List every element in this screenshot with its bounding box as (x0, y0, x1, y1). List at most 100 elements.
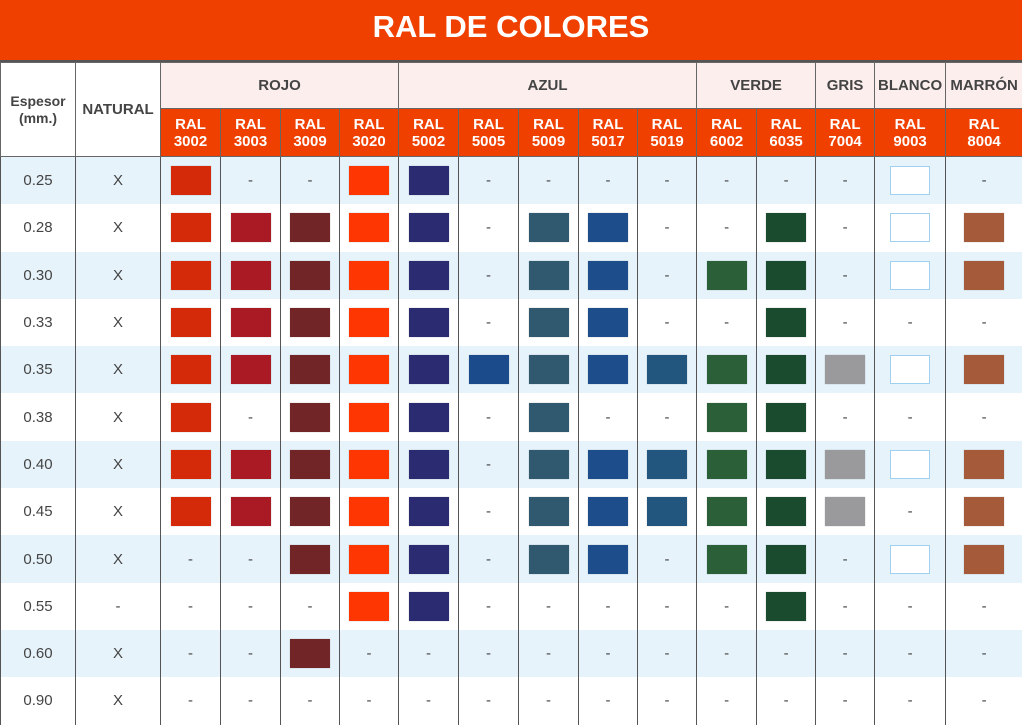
color-swatch-ral-3020 (349, 592, 389, 621)
color-swatch-ral-8004 (964, 450, 1004, 479)
color-swatch-ral-3020 (349, 308, 389, 337)
color-swatch-ral-5005 (469, 355, 509, 384)
unavailable-cell: - (946, 299, 1022, 346)
color-swatch-ral-6035 (766, 592, 806, 621)
color-cell (399, 299, 459, 346)
thickness-cell: 0.35 (1, 346, 76, 393)
ral-label: RAL (519, 116, 578, 133)
unavailable-cell: - (875, 393, 946, 440)
unavailable-cell: - (638, 677, 697, 724)
color-swatch-ral-8004 (964, 261, 1004, 290)
unavailable-cell: - (875, 583, 946, 630)
color-swatch-ral-3002 (171, 261, 211, 290)
unavailable-cell: - (638, 252, 697, 299)
color-cell (875, 252, 946, 299)
color-swatch-ral-3002 (171, 497, 211, 526)
color-swatch-ral-5017 (588, 355, 628, 384)
color-swatch-ral-5002 (409, 355, 449, 384)
color-cell (757, 252, 816, 299)
unavailable-cell: - (638, 299, 697, 346)
color-swatch-ral-5002 (409, 308, 449, 337)
color-cell (161, 299, 221, 346)
color-cell (221, 441, 281, 488)
unavailable-cell: - (340, 677, 399, 724)
color-cell (399, 441, 459, 488)
color-cell (399, 583, 459, 630)
color-cell (697, 441, 757, 488)
color-cell (281, 535, 340, 582)
ral-label: RAL (638, 116, 696, 133)
color-swatch-ral-3009 (290, 450, 330, 479)
ral-label: RAL (579, 116, 637, 133)
color-swatch-ral-5009 (529, 213, 569, 242)
unavailable-cell: - (579, 157, 638, 205)
group-header-azul: AZUL (399, 63, 697, 109)
ral-number: 6035 (757, 133, 815, 150)
unavailable-cell: - (519, 583, 579, 630)
unavailable-cell: - (459, 441, 519, 488)
ral-label: RAL (399, 116, 458, 133)
color-swatch-ral-3009 (290, 355, 330, 384)
color-swatch-ral-7004 (825, 450, 865, 479)
color-cell (340, 299, 399, 346)
ral-label: RAL (459, 116, 518, 133)
color-cell (579, 252, 638, 299)
color-swatch-ral-3020 (349, 261, 389, 290)
unavailable-cell: - (816, 630, 875, 677)
color-swatch-ral-3020 (349, 545, 389, 574)
color-cell (875, 346, 946, 393)
unavailable-cell: - (946, 393, 1022, 440)
color-cell (281, 630, 340, 677)
color-swatch-ral-6035 (766, 403, 806, 432)
unavailable-cell: - (459, 252, 519, 299)
color-cell (946, 204, 1022, 251)
color-swatch-ral-3009 (290, 213, 330, 242)
thickness-cell: 0.45 (1, 488, 76, 535)
unavailable-cell: - (638, 393, 697, 440)
unavailable-cell: - (519, 157, 579, 205)
unavailable-cell: - (816, 677, 875, 724)
unavailable-cell: - (221, 157, 281, 205)
color-cell (161, 393, 221, 440)
unavailable-cell: - (638, 583, 697, 630)
color-swatch-ral-5009 (529, 545, 569, 574)
color-cell (519, 535, 579, 582)
color-cell (340, 535, 399, 582)
table-row: 0.55------------ (1, 583, 1022, 630)
natural-cell: X (76, 393, 161, 440)
unavailable-cell: - (459, 677, 519, 724)
unavailable-cell: - (459, 630, 519, 677)
unavailable-cell: - (579, 630, 638, 677)
unavailable-cell: - (459, 157, 519, 205)
unavailable-cell: - (946, 630, 1022, 677)
color-cell (519, 299, 579, 346)
color-cell (519, 204, 579, 251)
unavailable-cell: - (946, 583, 1022, 630)
color-swatch-ral-5009 (529, 497, 569, 526)
color-swatch-ral-8004 (964, 545, 1004, 574)
ral-label: RAL (946, 116, 1022, 133)
unavailable-cell: - (697, 157, 757, 205)
color-swatch-ral-3009 (290, 545, 330, 574)
ral-number: 5019 (638, 133, 696, 150)
color-cell (946, 488, 1022, 535)
unavailable-cell: - (281, 157, 340, 205)
color-swatch-ral-6035 (766, 308, 806, 337)
group-header-rojo: ROJO (161, 63, 399, 109)
color-swatch-ral-5019 (647, 497, 687, 526)
unavailable-cell: - (221, 677, 281, 724)
color-cell (340, 204, 399, 251)
thickness-cell: 0.38 (1, 393, 76, 440)
unavailable-cell: - (281, 677, 340, 724)
color-swatch-ral-8004 (964, 213, 1004, 242)
color-swatch-ral-5019 (647, 355, 687, 384)
color-cell (757, 299, 816, 346)
color-cell (638, 488, 697, 535)
color-cell (221, 204, 281, 251)
